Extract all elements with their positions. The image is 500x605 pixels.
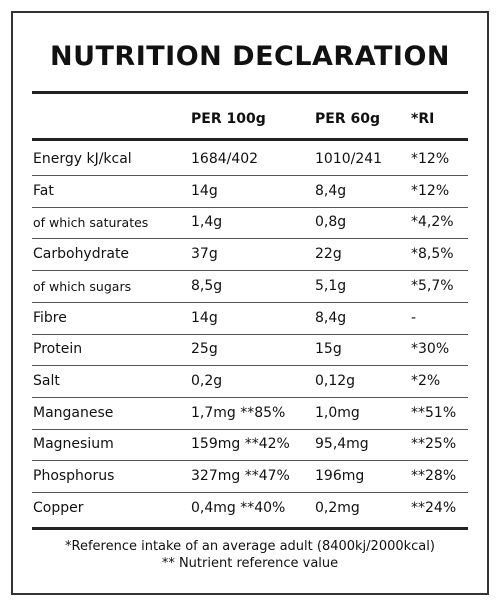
footer-divider xyxy=(32,527,468,530)
row-divider xyxy=(32,175,468,176)
row-ri: *8,5% xyxy=(411,246,454,263)
row-label: Copper xyxy=(33,499,84,516)
header-divider xyxy=(32,138,468,141)
row-per-100g: 14g xyxy=(191,309,218,326)
row-divider xyxy=(32,206,468,208)
row-ri: **28% xyxy=(411,468,457,484)
row-ri: *12% xyxy=(411,182,450,199)
row-per-100g: 159mg **42% xyxy=(191,436,290,453)
header-per-60g: PER 60g xyxy=(315,111,380,127)
row-label: Manganese xyxy=(33,404,114,421)
row-label: Phosphorus xyxy=(33,468,115,484)
row-per-60g: 5,1g xyxy=(315,277,347,294)
nutrition-panel: NUTRITION DECLARATION PER 100g PER 60g *… xyxy=(11,11,489,595)
title-divider xyxy=(32,91,468,94)
row-ri: **51% xyxy=(411,404,457,421)
row-label: Carbohydrate xyxy=(33,246,130,263)
row-per-100g: 1,4g xyxy=(191,214,223,231)
row-per-60g: 1,0mg xyxy=(315,404,360,421)
header-ri: *RI xyxy=(411,111,435,127)
row-per-60g: 0,12g xyxy=(315,372,356,389)
row-divider xyxy=(32,365,468,367)
row-label: of which sugars xyxy=(33,278,132,294)
row-ri: **24% xyxy=(411,499,457,516)
row-divider xyxy=(32,428,468,430)
row-label: Energy kJ/kcal xyxy=(33,151,132,167)
footnote-nutrient-reference: ** Nutrient reference value xyxy=(161,556,339,571)
row-label: Protein xyxy=(33,341,83,358)
row-per-60g: 0,2mg xyxy=(315,499,360,516)
row-divider xyxy=(32,238,468,240)
row-per-100g: 8,5g xyxy=(191,277,223,294)
row-divider xyxy=(32,396,468,398)
row-ri: *2% xyxy=(411,372,441,389)
footnote-reference-intake: *Reference intake of an average adult (8… xyxy=(65,539,435,554)
row-ri: - xyxy=(411,309,417,326)
row-ri: **25% xyxy=(411,436,457,453)
row-divider xyxy=(32,333,468,335)
row-ri: *5,7% xyxy=(411,277,454,294)
row-per-100g: 0,2g xyxy=(191,372,223,389)
header-per-100g: PER 100g xyxy=(191,111,266,127)
row-per-60g: 15g xyxy=(315,341,342,358)
row-label: Fibre xyxy=(33,309,67,326)
row-label: Magnesium xyxy=(33,436,114,453)
row-divider xyxy=(32,301,468,303)
row-ri: *30% xyxy=(411,341,450,358)
row-label: Fat xyxy=(33,182,54,199)
row-divider xyxy=(32,492,468,493)
row-label: of which saturates xyxy=(33,215,149,231)
row-ri: *4,2% xyxy=(411,214,454,231)
row-per-60g: 8,4g xyxy=(315,309,347,326)
row-per-100g: 25g xyxy=(191,341,218,358)
row-divider xyxy=(32,270,468,272)
row-per-100g: 327mg **47% xyxy=(191,468,290,484)
nutrition-title: NUTRITION DECLARATION xyxy=(49,41,451,72)
row-label: Salt xyxy=(33,372,60,389)
row-divider xyxy=(32,460,468,462)
row-per-100g: 1684/402 xyxy=(191,151,259,167)
row-per-60g: 8,4g xyxy=(315,182,347,199)
row-per-60g: 196mg xyxy=(315,468,365,484)
row-per-60g: 1010/241 xyxy=(315,151,383,167)
row-per-60g: 22g xyxy=(315,246,342,263)
row-per-100g: 0,4mg **40% xyxy=(191,499,286,516)
row-per-60g: 95,4mg xyxy=(315,436,369,453)
row-ri: *12% xyxy=(411,151,450,167)
row-per-100g: 14g xyxy=(191,182,218,199)
row-per-100g: 37g xyxy=(191,246,218,263)
row-per-60g: 0,8g xyxy=(315,214,347,231)
row-per-100g: 1,7mg **85% xyxy=(191,404,286,421)
